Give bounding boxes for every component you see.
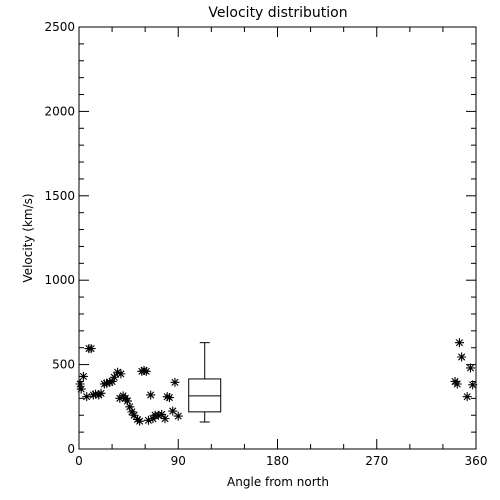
- x-axis-ticks: 0 90 180 270 360: [75, 27, 487, 468]
- x-axis-label: Angle from north: [227, 475, 329, 489]
- data-point: [129, 410, 139, 420]
- y-tick-label: 2500: [44, 20, 75, 34]
- data-point: [462, 392, 472, 402]
- data-point: [153, 410, 163, 420]
- data-points: [75, 338, 478, 426]
- data-point: [465, 363, 475, 373]
- data-point: [125, 402, 135, 412]
- data-point: [452, 379, 462, 389]
- data-point: [76, 384, 86, 394]
- data-point: [170, 377, 180, 387]
- data-point: [123, 396, 133, 406]
- y-tick-label: 1000: [44, 273, 75, 287]
- x-tick-label: 90: [171, 454, 186, 468]
- data-point: [91, 389, 101, 399]
- data-point: [457, 352, 467, 362]
- data-point: [164, 393, 174, 403]
- y-tick-label: 0: [67, 442, 75, 456]
- data-point: [162, 392, 172, 402]
- y-tick-label: 2000: [44, 104, 75, 118]
- data-point: [113, 367, 123, 377]
- plot-frame: [78, 26, 477, 450]
- x-tick-label: 0: [75, 454, 83, 468]
- data-point: [168, 406, 178, 416]
- data-point: [116, 369, 126, 379]
- data-point: [160, 414, 170, 424]
- chart-title: Velocity distribution: [208, 5, 347, 21]
- data-point: [82, 392, 92, 402]
- data-point: [141, 366, 151, 376]
- data-point: [109, 372, 119, 382]
- y-axis-label: Velocity (km/s): [21, 193, 35, 282]
- data-point: [127, 407, 137, 417]
- x-tick-label: 360: [465, 454, 488, 468]
- data-point: [135, 416, 145, 426]
- data-point: [75, 379, 85, 389]
- data-point: [107, 376, 117, 386]
- y-tick-label: 500: [52, 358, 75, 372]
- data-point: [173, 411, 183, 421]
- data-point: [139, 366, 149, 376]
- data-point: [468, 380, 478, 390]
- x-tick-label: 270: [365, 454, 388, 468]
- data-point: [86, 344, 96, 354]
- x-tick-label: 180: [266, 454, 289, 468]
- data-point: [148, 414, 158, 424]
- y-tick-label: 1500: [44, 189, 75, 203]
- data-point: [157, 409, 167, 419]
- data-point: [96, 388, 106, 398]
- data-point: [454, 338, 464, 348]
- data-point: [105, 377, 115, 387]
- data-point: [78, 371, 88, 381]
- y-axis-ticks: 0 500 1000 1500 2000 2500: [44, 20, 476, 456]
- boxplot: [188, 342, 222, 423]
- data-point: [143, 415, 153, 425]
- data-point: [102, 378, 112, 388]
- data-point: [88, 390, 98, 400]
- data-point: [146, 390, 156, 400]
- data-point: [99, 379, 109, 389]
